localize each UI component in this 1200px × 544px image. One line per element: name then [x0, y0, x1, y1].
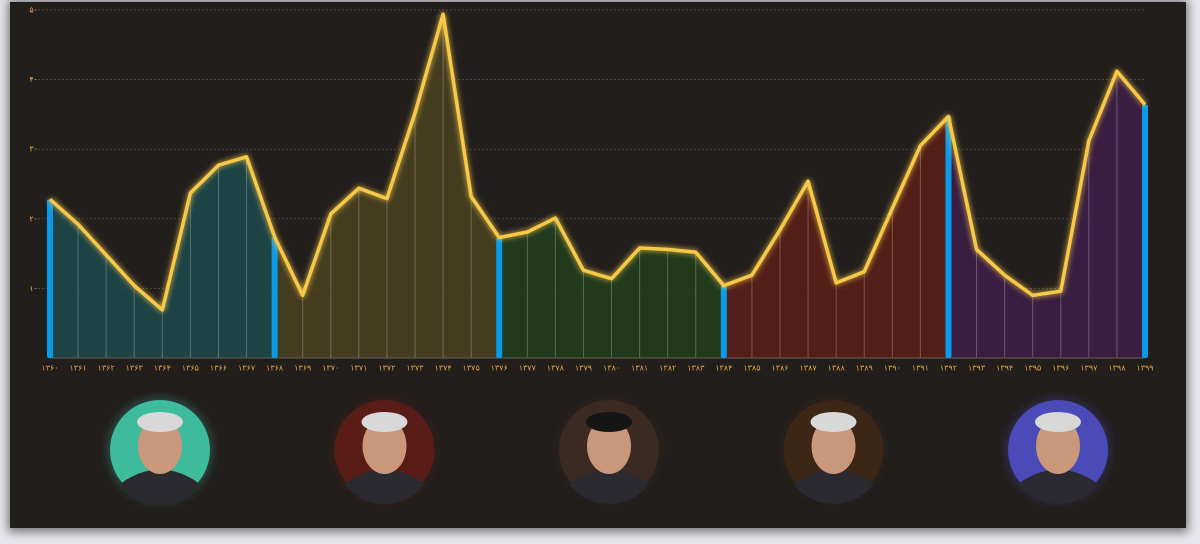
x-tick-label: ۱۳۹۹ [1136, 364, 1153, 373]
x-tick-label: ۱۳۹۷ [1080, 364, 1098, 373]
x-tick-label: ۱۳۶۵ [182, 364, 199, 373]
portrait-hair [586, 412, 632, 432]
x-tick-label: ۱۳۸۸ [828, 364, 846, 373]
era-marker [945, 116, 952, 358]
x-tick-label: ۱۳۸۷ [799, 364, 817, 373]
x-tick-label: ۱۳۷۱ [350, 364, 367, 373]
era-marker [720, 285, 727, 358]
portrait-face [138, 418, 182, 474]
portrait [557, 398, 661, 504]
era-area [274, 14, 500, 359]
x-tick-label: ۱۳۶۲ [98, 364, 115, 373]
x-tick-label: ۱۳۷۳ [406, 364, 424, 373]
portrait-hair [810, 412, 857, 432]
x-tick-label: ۱۳۹۸ [1108, 364, 1126, 373]
portrait [332, 398, 437, 504]
portrait-hair [361, 412, 408, 432]
x-tick-label: ۱۳۸۵ [743, 364, 760, 373]
x-tick-label: ۱۳۶۸ [266, 364, 284, 373]
x-tick-label: ۱۳۹۶ [1052, 364, 1069, 373]
x-tick-label: ۱۳۶۶ [210, 364, 227, 373]
x-tick-label: ۱۳۷۴ [434, 364, 451, 373]
x-tick-label: ۱۳۶۹ [294, 364, 311, 373]
era-area [499, 218, 724, 358]
x-tick-label: ۱۳۷۲ [378, 364, 395, 373]
portrait-face [1036, 418, 1080, 474]
era-area [50, 156, 275, 358]
x-tick-label: ۱۳۷۸ [547, 364, 565, 373]
era-marker [1142, 104, 1148, 358]
era-marker [271, 236, 278, 358]
inflation-line [48, 12, 1147, 312]
x-tick-label: ۱۳۶۱ [69, 364, 86, 373]
x-tick-label: ۱۳۸۹ [856, 364, 873, 373]
x-tick-label: ۱۳۸۱ [631, 364, 648, 373]
x-tick-label: ۱۳۹۰ [884, 364, 901, 373]
portrait [1006, 398, 1110, 505]
portrait-body [569, 469, 649, 504]
x-tick-label: ۱۳۶۰ [41, 364, 58, 373]
y-tick-label: ۵۰ [29, 6, 38, 15]
portrait-face [362, 418, 407, 474]
x-tick-label: ۱۳۶۴ [154, 364, 171, 373]
x-tick-label: ۱۳۷۶ [491, 364, 508, 373]
portrait-body [120, 469, 200, 504]
portrait-body [793, 469, 874, 504]
portrait [108, 398, 212, 504]
era-area [723, 116, 949, 358]
era-area [948, 71, 1145, 359]
x-tick-label: ۱۳۸۲ [659, 364, 676, 373]
x-tick-label: ۱۳۸۳ [687, 364, 705, 373]
x-tick-label: ۱۳۷۵ [463, 364, 480, 373]
x-tick-label: ۱۳۸۴ [715, 364, 732, 373]
x-tick-label: ۱۳۶۷ [238, 364, 256, 373]
y-tick-label: ۱۰ [29, 284, 38, 293]
x-tick-label: ۱۳۶۳ [126, 364, 144, 373]
x-tick-label: ۱۳۹۵ [1024, 364, 1041, 373]
x-tick-label: ۱۳۷۰ [322, 364, 339, 373]
x-tick-label: ۱۳۹۳ [968, 364, 986, 373]
portrait-hair [1035, 412, 1081, 432]
x-tick-label: ۱۳۷۹ [575, 364, 592, 373]
y-tick-label: ۳۰ [29, 145, 38, 154]
x-tick-label: ۱۳۹۲ [940, 364, 957, 373]
y-tick-label: ۴۰ [29, 75, 38, 84]
era-marker [47, 199, 53, 358]
portrait [781, 398, 886, 504]
portrait-body [1018, 469, 1098, 505]
era-marker [496, 237, 503, 358]
x-tick-label: ۱۳۷۷ [519, 364, 537, 373]
portrait-face [811, 418, 856, 474]
y-tick-label: ۲۰ [29, 214, 38, 223]
x-tick-label: ۱۳۹۱ [912, 364, 929, 373]
x-tick-label: ۱۳۹۴ [996, 364, 1013, 373]
portrait-face [587, 418, 631, 474]
x-tick-label: ۱۳۸۰ [603, 364, 620, 373]
x-tick-label: ۱۳۸۶ [771, 364, 788, 373]
portrait-body [344, 469, 425, 504]
portrait-hair [137, 412, 183, 432]
